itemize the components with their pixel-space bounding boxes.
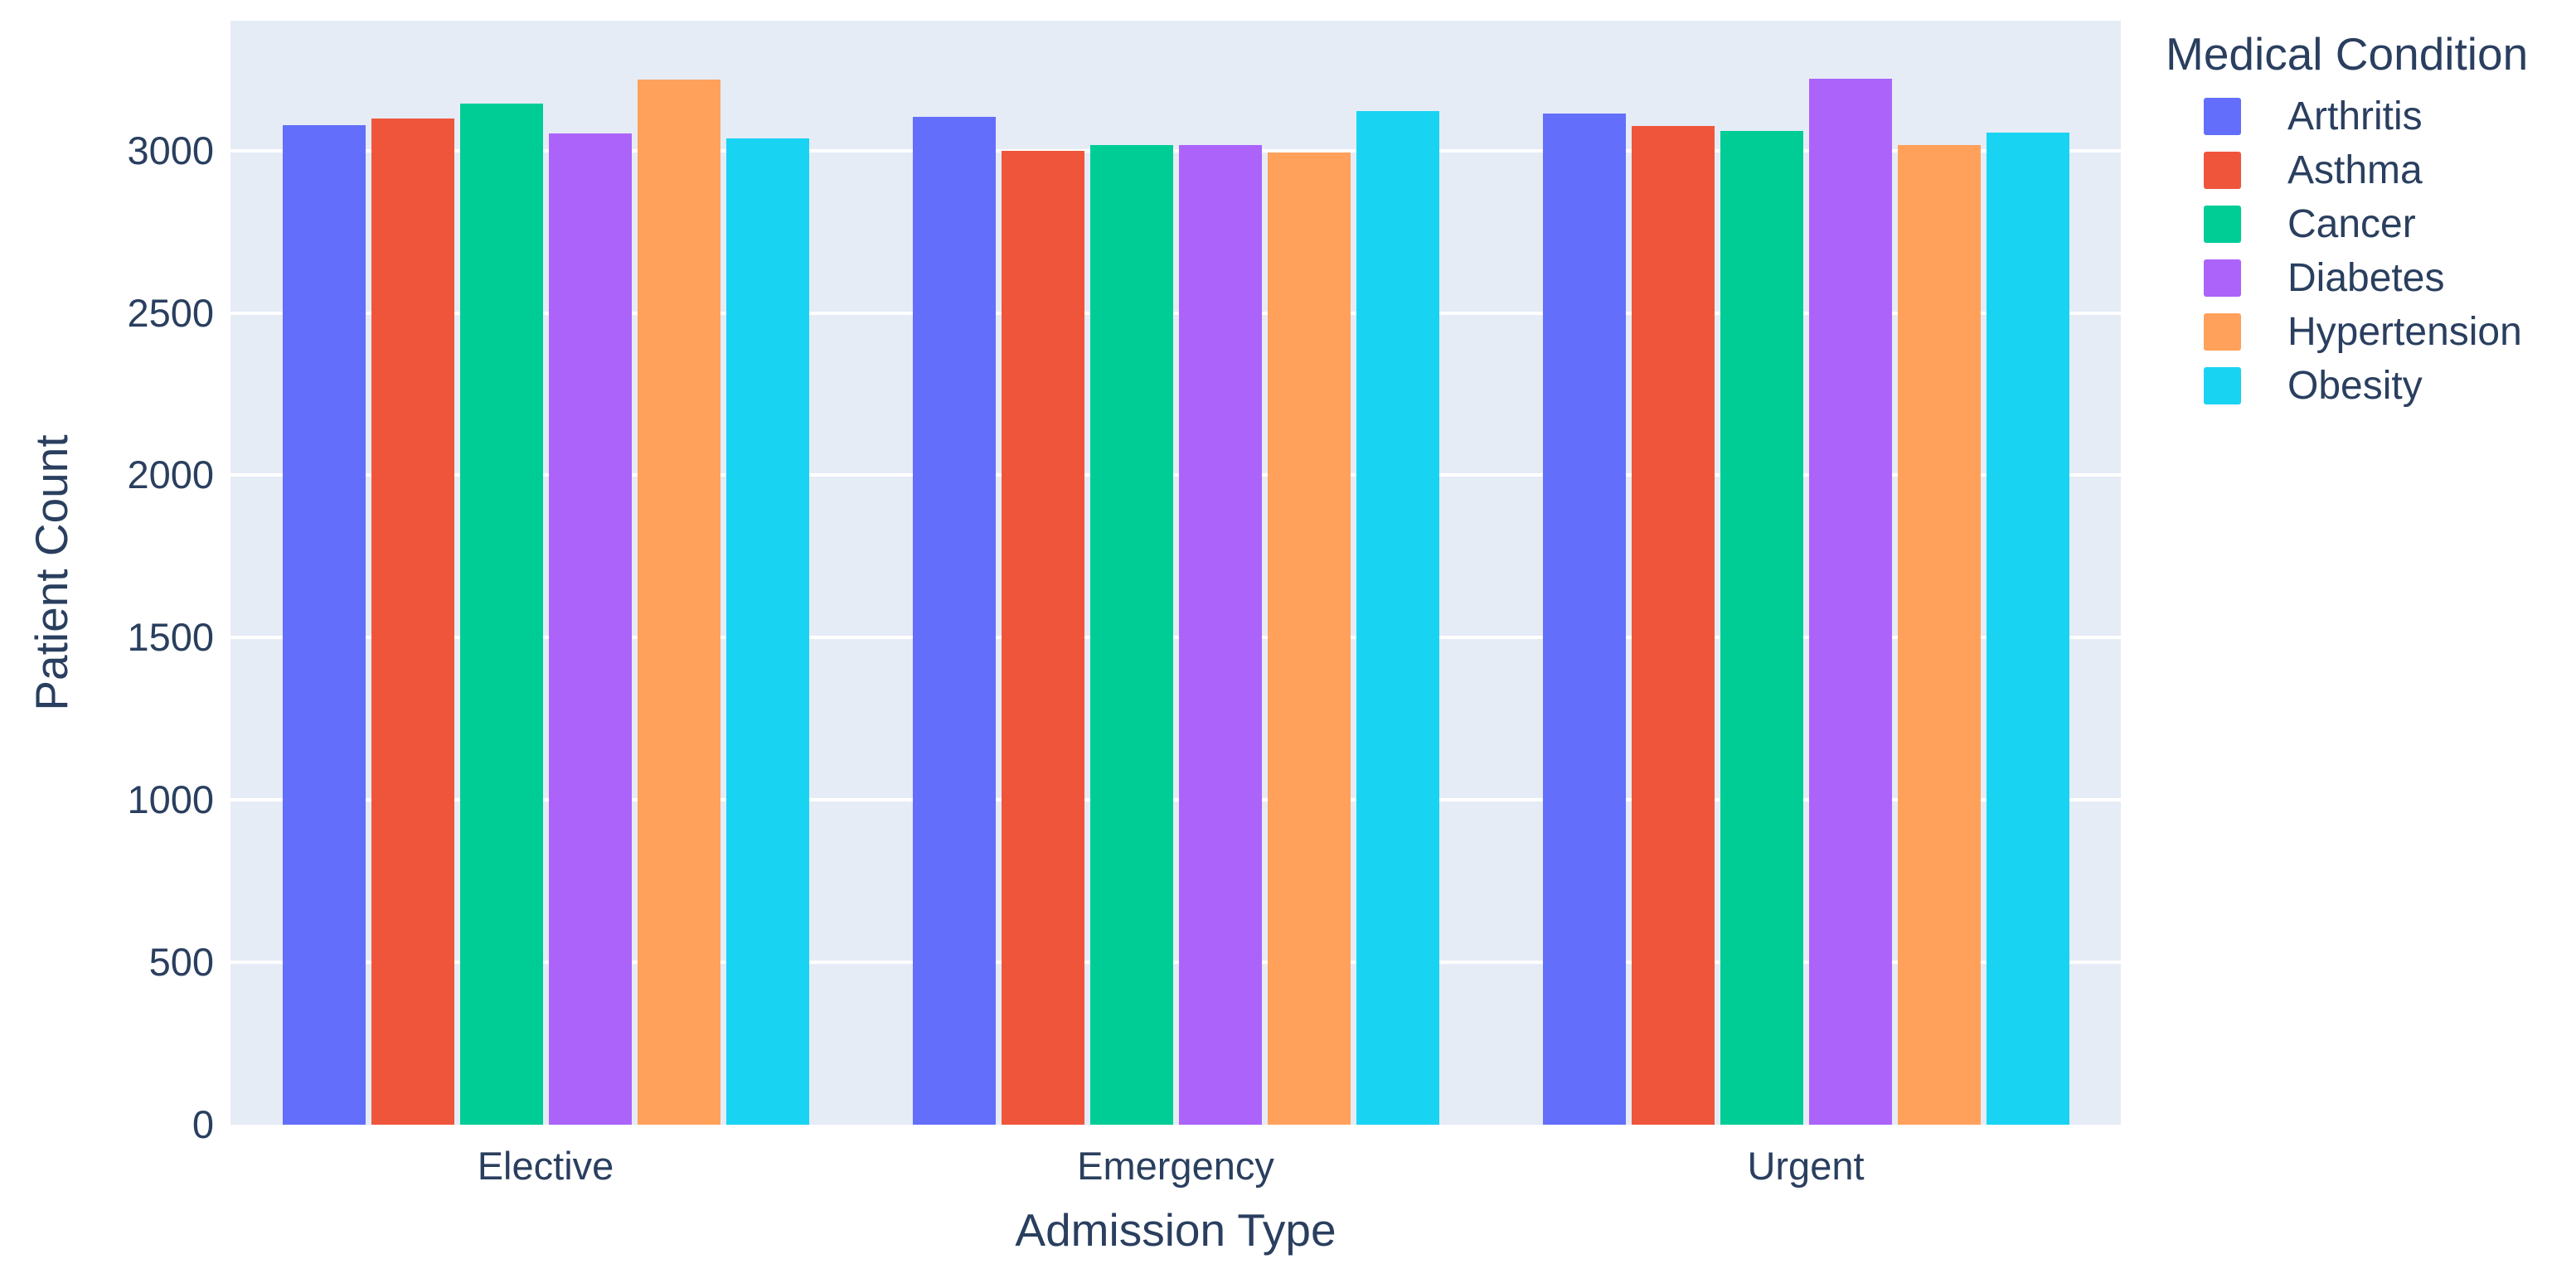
x-tick-label-urgent: Urgent — [1747, 1144, 1865, 1188]
gridline-1000 — [230, 798, 2121, 802]
legend-swatch-obesity-icon — [2204, 367, 2241, 404]
y-tick-label-0: 0 — [192, 1102, 214, 1146]
legend-label: Hypertension — [2287, 309, 2522, 354]
x-tick-label-emergency: Emergency — [1077, 1144, 1274, 1188]
bar-urgent-arthritis[interactable] — [1542, 114, 1626, 1125]
y-tick-label-2500: 2500 — [127, 290, 214, 335]
legend-label: Diabetes — [2287, 255, 2445, 300]
bar-elective-obesity[interactable] — [725, 138, 809, 1125]
legend-item-asthma[interactable]: Asthma — [2166, 143, 2528, 197]
y-tick-label-1000: 1000 — [127, 777, 214, 822]
bar-elective-arthritis[interactable] — [282, 125, 366, 1125]
legend: Medical Condition Arthritis Asthma Cancer D… — [2166, 23, 2528, 413]
legend-label: Asthma — [2287, 148, 2423, 192]
bar-emergency-cancer[interactable] — [1089, 145, 1173, 1125]
bar-emergency-asthma[interactable] — [1001, 151, 1084, 1125]
bar-urgent-diabetes[interactable] — [1808, 78, 1892, 1125]
legend-title: Medical Condition — [2166, 28, 2529, 80]
legend-item-diabetes[interactable]: Diabetes — [2166, 251, 2528, 305]
y-tick-label-2000: 2000 — [127, 453, 214, 497]
plot-area — [230, 21, 2121, 1125]
bar-elective-diabetes[interactable] — [548, 133, 632, 1125]
gridline-3000 — [230, 148, 2121, 153]
x-axis-title: Admission Type — [1015, 1204, 1337, 1256]
bar-urgent-obesity[interactable] — [1986, 132, 2069, 1125]
x-tick-label-elective: Elective — [477, 1144, 614, 1188]
legend-item-arthritis[interactable]: Arthritis — [2166, 90, 2528, 143]
gridline-500 — [230, 961, 2121, 965]
bar-urgent-hypertension[interactable] — [1897, 144, 1981, 1125]
legend-item-hypertension[interactable]: Hypertension — [2166, 305, 2528, 359]
legend-swatch-asthma-icon — [2204, 152, 2241, 189]
bar-elective-asthma[interactable] — [371, 118, 454, 1125]
bar-elective-hypertension[interactable] — [637, 79, 720, 1125]
legend-swatch-cancer-icon — [2204, 206, 2241, 243]
legend-swatch-hypertension-icon — [2204, 313, 2241, 351]
bar-emergency-diabetes[interactable] — [1178, 144, 1262, 1125]
gridline-1500 — [230, 636, 2121, 640]
legend-item-cancer[interactable]: Cancer — [2166, 197, 2528, 251]
bar-urgent-cancer[interactable] — [1720, 130, 1803, 1125]
legend-swatch-diabetes-icon — [2204, 259, 2241, 297]
legend-swatch-arthritis-icon — [2204, 98, 2241, 135]
gridline-2000 — [230, 473, 2121, 477]
legend-label: Cancer — [2287, 201, 2416, 246]
gridline-2500 — [230, 311, 2121, 315]
legend-item-obesity[interactable]: Obesity — [2166, 359, 2528, 413]
legend-label: Arthritis — [2287, 94, 2423, 138]
y-tick-label-3000: 3000 — [127, 128, 214, 172]
legend-label: Obesity — [2287, 363, 2423, 408]
legend-items: Arthritis Asthma Cancer Diabetes Hypertensio… — [2166, 90, 2528, 413]
y-tick-label-500: 500 — [148, 940, 214, 985]
y-tick-label-1500: 1500 — [127, 615, 214, 660]
bar-emergency-obesity[interactable] — [1356, 110, 1439, 1125]
bar-urgent-asthma[interactable] — [1631, 125, 1715, 1125]
bar-elective-cancer[interactable] — [459, 103, 543, 1125]
bar-emergency-hypertension[interactable] — [1267, 152, 1351, 1125]
bar-emergency-arthritis[interactable] — [912, 116, 996, 1125]
